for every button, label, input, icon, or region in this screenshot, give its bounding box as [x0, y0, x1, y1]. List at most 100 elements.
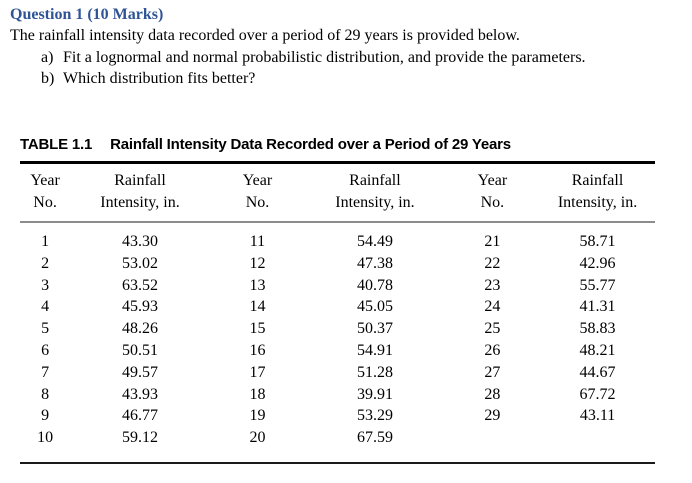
rainfall-intensity-cell	[540, 427, 655, 449]
year-no-cell: 20	[249, 429, 266, 447]
rainfall-intensity-cell: 46.77	[122, 407, 158, 425]
year-no-cell: 27	[484, 363, 501, 381]
rainfall-intensity-cell: 50.37	[356, 320, 393, 338]
header-rainfall-1-line1: Rainfall	[114, 172, 166, 189]
year-no-cell: 15	[249, 320, 266, 338]
year-no-cell: 26	[484, 341, 501, 359]
header-year-no-3: Year No.	[445, 164, 540, 222]
question-items: a) Fit a lognormal and normal probabilis…	[10, 47, 682, 89]
rainfall-intensity-cell: 63.52	[122, 276, 158, 294]
header-rainfall-2-line2: Intensity, in.	[335, 194, 415, 211]
year-no-cell: 2	[41, 254, 50, 272]
rainfall-intensity-cell: 48.26	[122, 320, 158, 338]
question-title: Question 1 (10 Marks)	[10, 6, 164, 23]
header-year-3-line2: No.	[480, 194, 505, 211]
table-row: 3 63.52 13 40.78 23 55.77	[20, 275, 655, 297]
item-b-marker: b)	[41, 70, 55, 87]
table-row: 7 49.57 17 51.28 27 44.67	[20, 362, 655, 384]
header-year-1-line1: Year	[30, 172, 60, 189]
header-year-no-2: Year No.	[210, 164, 305, 222]
year-no-cell: 8	[41, 385, 50, 403]
table-label: TABLE 1.1	[20, 136, 93, 153]
year-no-cell	[445, 427, 540, 449]
table-row: 5 48.26 15 50.37 25 58.83	[20, 318, 655, 340]
header-year-2-line2: No.	[245, 194, 270, 211]
year-no-cell: 9	[41, 407, 50, 425]
rainfall-table-section: TABLE 1.1 Rainfall Intensity Data Recorde…	[20, 136, 655, 464]
header-year-1-line2: No.	[33, 194, 57, 211]
rainfall-intensity-cell: 45.05	[356, 298, 393, 316]
question-intro: The rainfall intensity data recorded ove…	[10, 27, 520, 44]
table-header-row: Year No. Rainfall Intensity, in. Year No…	[20, 164, 655, 222]
year-no-cell: 21	[484, 233, 501, 250]
rainfall-intensity-cell: 43.11	[579, 407, 616, 425]
rainfall-intensity-cell: 45.93	[122, 298, 158, 316]
year-no-cell: 10	[37, 429, 54, 447]
rainfall-intensity-cell: 48.21	[579, 341, 616, 359]
year-no-cell: 1	[41, 233, 50, 250]
rainfall-intensity-cell: 67.72	[579, 385, 616, 403]
year-no-cell: 18	[249, 385, 266, 403]
rainfall-intensity-cell: 47.38	[356, 254, 393, 272]
table-caption: Rainfall Intensity Data Recorded over a …	[110, 136, 511, 153]
question-item-a: a) Fit a lognormal and normal probabilis…	[10, 47, 682, 68]
item-a-marker: a)	[41, 49, 54, 66]
header-rainfall-1: Rainfall Intensity, in.	[70, 164, 210, 222]
year-no-cell: 6	[41, 341, 50, 359]
year-no-cell: 4	[41, 298, 50, 316]
year-no-cell: 7	[41, 363, 50, 381]
rainfall-intensity-cell: 43.30	[122, 233, 158, 250]
document-page: Question 1 (10 Marks) The rainfall inten…	[10, 6, 682, 464]
header-rainfall-1-line2: Intensity, in.	[100, 194, 180, 211]
rainfall-intensity-cell: 43.93	[122, 385, 158, 403]
year-no-cell: 12	[249, 254, 266, 272]
header-year-no-1: Year No.	[20, 164, 70, 222]
table-row: 4 45.93 14 45.05 24 41.31	[20, 296, 655, 318]
table-row: 10 59.12 20 67.59	[20, 427, 655, 449]
question-item-b: b) Which distribution fits better?	[10, 68, 682, 89]
rainfall-intensity-cell: 41.31	[579, 298, 616, 316]
header-rainfall-2: Rainfall Intensity, in.	[305, 164, 445, 222]
rainfall-intensity-cell: 39.91	[356, 385, 393, 403]
header-rainfall-2-line1: Rainfall	[349, 172, 401, 189]
rainfall-intensity-cell: 53.29	[356, 407, 393, 425]
year-no-cell: 28	[484, 385, 501, 403]
rainfall-intensity-cell: 58.83	[579, 320, 616, 338]
table-row: 2 53.02 12 47.38 22 42.96	[20, 253, 655, 275]
rainfall-intensity-cell: 67.59	[356, 429, 393, 447]
header-rainfall-3: Rainfall Intensity, in.	[540, 164, 655, 222]
year-no-cell: 23	[484, 276, 501, 294]
rainfall-intensity-cell: 59.12	[122, 429, 158, 447]
header-rainfall-3-line2: Intensity, in.	[557, 194, 638, 211]
rainfall-intensity-cell: 42.96	[579, 254, 616, 272]
year-no-cell: 11	[249, 233, 266, 250]
rainfall-intensity-cell: 53.02	[122, 254, 158, 272]
table-row: 6 50.51 16 54.91 26 48.21	[20, 340, 655, 362]
table-row: 1 43.30 11 54.49 21 58.71	[20, 222, 655, 253]
rainfall-intensity-cell: 40.78	[356, 276, 393, 294]
year-no-cell: 3	[41, 276, 50, 294]
rainfall-intensity-cell: 58.71	[579, 233, 616, 250]
table-body: 1 43.30 11 54.49 21 58.71 2 53.02 12 47.38 22 42.96…	[20, 222, 655, 449]
rainfall-intensity-cell: 54.91	[356, 341, 393, 359]
table-bottom-rule	[20, 461, 655, 464]
rainfall-intensity-cell: 51.28	[356, 363, 393, 381]
year-no-cell: 14	[249, 298, 266, 316]
rainfall-data-table: Year No. Rainfall Intensity, in. Year No…	[20, 164, 655, 449]
table-title: TABLE 1.1 Rainfall Intensity Data Recorde…	[20, 136, 655, 154]
table-row: 9 46.77 19 53.29 29 43.11	[20, 405, 655, 427]
rainfall-intensity-cell: 50.51	[122, 341, 158, 359]
year-no-cell: 13	[249, 276, 266, 294]
header-year-2-line1: Year	[242, 172, 273, 189]
rainfall-intensity-cell: 55.77	[579, 276, 616, 294]
item-b-text: Which distribution fits better?	[63, 70, 256, 87]
table-row: 8 43.93 18 39.91 28 67.72	[20, 384, 655, 406]
rainfall-intensity-cell: 44.67	[579, 363, 616, 381]
year-no-cell: 17	[249, 363, 266, 381]
year-no-cell: 16	[249, 341, 266, 359]
year-no-cell: 5	[41, 320, 50, 338]
year-no-cell: 24	[484, 298, 501, 316]
item-a-text: Fit a lognormal and normal probabilistic…	[63, 49, 586, 66]
year-no-cell: 25	[484, 320, 501, 338]
rainfall-intensity-cell: 54.49	[356, 233, 393, 250]
